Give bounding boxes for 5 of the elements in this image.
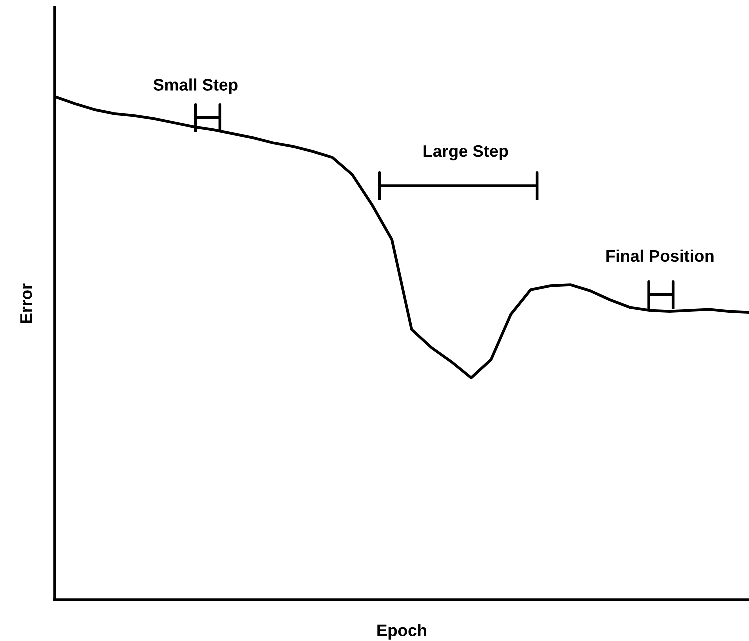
annotation: Final Position bbox=[606, 250, 714, 262]
annotation: Large Step bbox=[424, 145, 508, 161]
x-axis-title: Epoch bbox=[378, 624, 426, 640]
text: Small Step bbox=[154, 78, 238, 94]
y-axis-title: Error bbox=[20, 284, 32, 324]
